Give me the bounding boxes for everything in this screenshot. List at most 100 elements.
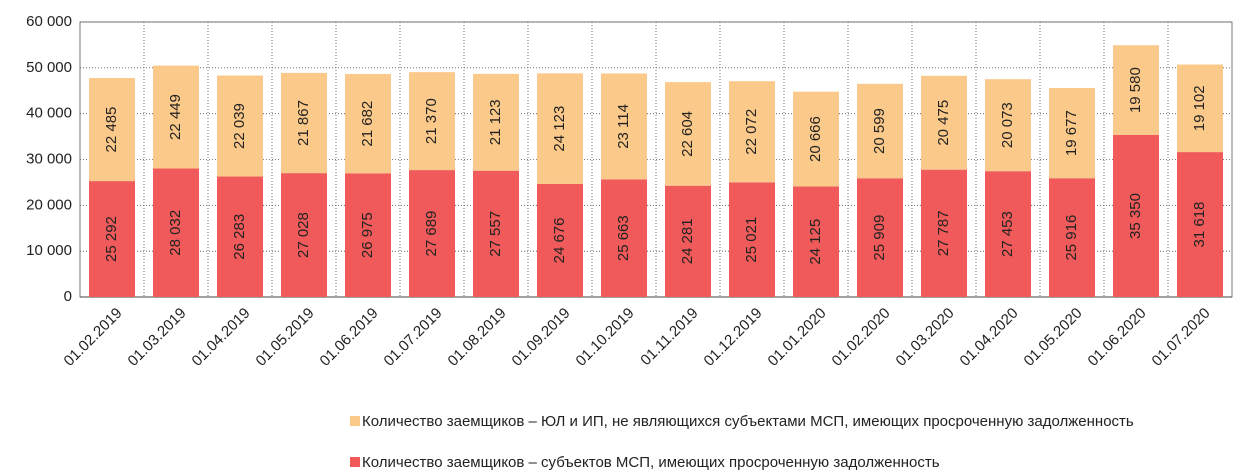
x-tick-label: 01.01.2020 [765, 305, 830, 370]
data-label: 25 021 [743, 217, 760, 263]
y-tick-label: 10 000 [26, 242, 72, 259]
legend-swatch [350, 457, 360, 467]
data-label: 35 350 [1127, 193, 1144, 239]
x-tick-label: 01.12.2019 [701, 305, 766, 370]
x-tick-label: 01.07.2019 [381, 305, 446, 370]
data-label: 22 039 [231, 103, 248, 149]
data-label: 19 677 [1063, 110, 1080, 156]
data-label: 26 283 [231, 214, 248, 260]
data-label: 21 123 [487, 99, 504, 145]
x-tick-label: 01.03.2019 [125, 305, 190, 370]
data-label: 27 689 [423, 211, 440, 257]
y-tick-label: 50 000 [26, 59, 72, 76]
bar-segment [1113, 134, 1159, 297]
x-tick-label: 01.05.2019 [253, 305, 318, 370]
data-label: 22 604 [679, 111, 696, 157]
x-tick-label: 01.09.2019 [509, 305, 574, 370]
x-tick-label: 01.08.2019 [445, 305, 510, 370]
bar-segment [793, 186, 839, 297]
bar-segment [473, 170, 519, 297]
data-label: 25 909 [871, 215, 888, 261]
x-tick-label: 01.02.2020 [829, 305, 894, 370]
data-label: 20 599 [871, 108, 888, 154]
bar-segment [345, 73, 391, 174]
data-label: 27 787 [935, 210, 952, 256]
x-tick-label: 01.06.2019 [317, 305, 382, 370]
bar-segment [601, 179, 647, 297]
bar-segment [921, 75, 967, 170]
bar-segment [729, 81, 775, 183]
bar-segment [1177, 152, 1223, 297]
data-label: 22 485 [103, 107, 120, 153]
bar-segment [601, 73, 647, 180]
data-label: 26 975 [359, 212, 376, 258]
data-label: 24 281 [679, 218, 696, 264]
data-label: 22 449 [167, 94, 184, 140]
x-tick-label: 01.03.2020 [893, 305, 958, 370]
x-tick-label: 01.11.2019 [637, 305, 701, 369]
data-label: 31 618 [1191, 202, 1208, 248]
data-label: 23 114 [615, 104, 632, 149]
y-tick-label: 40 000 [26, 105, 72, 122]
data-label: 24 125 [807, 219, 824, 265]
data-label: 28 032 [167, 210, 184, 256]
x-tick-label: 01.06.2020 [1085, 305, 1150, 370]
bar-segment [857, 83, 903, 179]
bar-segment [281, 72, 327, 174]
data-label: 21 867 [295, 100, 312, 146]
data-label: 24 676 [551, 218, 568, 264]
bar-segment [665, 185, 711, 297]
bar-segment [665, 82, 711, 186]
bar-segment [89, 181, 135, 297]
data-label: 21 370 [423, 98, 440, 144]
bar-segment [153, 65, 199, 169]
bar-segment [153, 168, 199, 297]
bar-segment [1177, 64, 1223, 153]
data-label: 22 072 [743, 109, 760, 155]
bar-segment [793, 91, 839, 187]
bar-segment [473, 73, 519, 171]
bar-segment [409, 72, 455, 171]
bar-segment [537, 73, 583, 184]
bar-segment [1049, 88, 1095, 179]
data-label: 27 557 [487, 211, 504, 257]
bar-segment [729, 182, 775, 297]
bar-segment [89, 78, 135, 182]
legend-label: Количество заемщиков – ЮЛ и ИП, не являю… [362, 413, 1134, 430]
data-label: 21 682 [359, 101, 376, 147]
x-tick-label: 01.04.2020 [957, 305, 1022, 370]
bar-segment [281, 173, 327, 297]
data-label: 25 916 [1063, 215, 1080, 261]
x-tick-label: 01.02.2019 [61, 305, 126, 370]
data-label: 25 663 [615, 215, 632, 261]
data-label: 20 073 [999, 102, 1016, 148]
bar-segment [217, 176, 263, 297]
x-tick-label: 01.07.2020 [1149, 305, 1214, 370]
data-label: 25 292 [103, 216, 120, 262]
bar-segment [857, 178, 903, 297]
y-tick-label: 0 [64, 288, 72, 305]
data-label: 19 580 [1127, 67, 1144, 113]
y-tick-label: 30 000 [26, 150, 72, 167]
legend-label: Количество заемщиков – субъектов МСП, им… [362, 454, 940, 470]
bar-segment [345, 173, 391, 297]
y-tick-label: 20 000 [26, 196, 72, 213]
x-tick-label: 01.10.2019 [573, 305, 638, 370]
data-label: 20 666 [807, 116, 824, 162]
data-label: 24 123 [551, 106, 568, 152]
x-tick-label: 01.05.2020 [1021, 305, 1086, 370]
x-tick-label: 01.04.2019 [189, 305, 254, 370]
bar-segment [985, 79, 1031, 172]
bar-segment [985, 171, 1031, 297]
legend-swatch [350, 416, 360, 426]
bar-segment [1049, 178, 1095, 297]
y-tick-label: 60 000 [26, 13, 72, 30]
bar-segment [409, 170, 455, 297]
data-label: 27 453 [999, 211, 1016, 257]
data-label: 27 028 [295, 212, 312, 258]
data-label: 20 475 [935, 100, 952, 146]
bar-segment [217, 75, 263, 177]
bar-segment [1113, 45, 1159, 135]
bar-segment [537, 183, 583, 297]
